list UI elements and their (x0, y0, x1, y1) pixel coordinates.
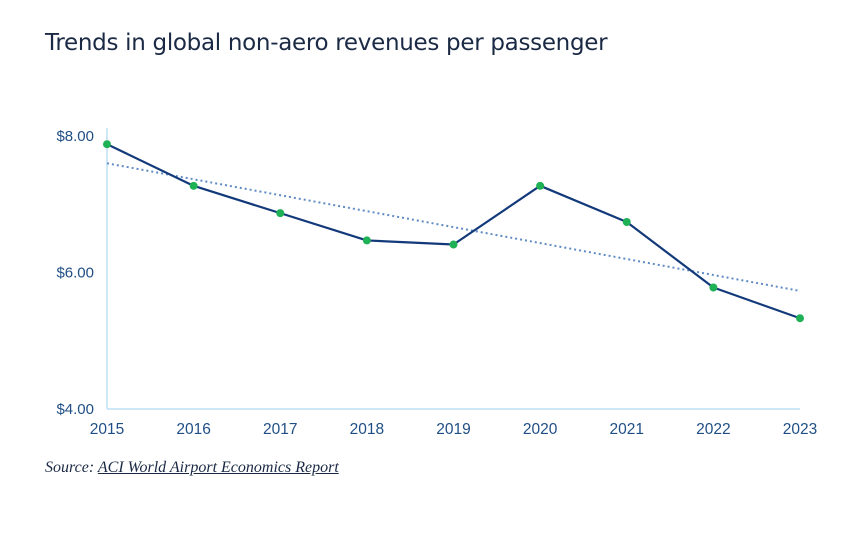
data-point-2022 (709, 283, 718, 292)
x-tick-label: 2019 (436, 421, 470, 438)
chart-title: Trends in global non-aero revenues per p… (45, 30, 608, 56)
series-line (106, 143, 801, 320)
x-tick-label: 2016 (176, 421, 210, 438)
source-note: Source: ACI World Airport Economics Repo… (45, 459, 339, 477)
x-tick-label: 2015 (90, 421, 124, 438)
x-tick-labels: 2015 2016 2017 2018 2019 2020 2021 2022 2023 (90, 421, 817, 438)
y-tick-labels: $4.00 $6.00 $8.00 (56, 128, 94, 418)
data-point-2020 (536, 181, 545, 190)
data-point-2016 (189, 181, 198, 190)
axes (106, 128, 800, 410)
source-link[interactable]: ACI World Airport Economics Report (97, 459, 339, 476)
x-tick-label: 2022 (696, 421, 730, 438)
y-tick-label: $4.00 (56, 401, 94, 418)
x-tick-label: 2021 (610, 421, 644, 438)
source-prefix: Source: (45, 459, 98, 476)
x-tick-label: 2020 (523, 421, 558, 438)
x-tick-label: 2023 (783, 421, 817, 438)
trend-line (106, 162, 801, 292)
y-tick-label: $8.00 (56, 128, 94, 145)
markers-group (103, 140, 804, 323)
data-point-2018 (362, 236, 371, 245)
data-point-2019 (449, 240, 458, 249)
data-point-2023 (796, 314, 804, 323)
x-tick-label: 2017 (263, 421, 297, 438)
trend-line-group (106, 162, 801, 292)
data-point-2015 (103, 140, 111, 149)
data-point-2017 (276, 209, 285, 218)
series-line-group (106, 143, 801, 320)
y-tick-label: $6.00 (56, 265, 94, 282)
data-point-2021 (622, 217, 631, 226)
x-tick-label: 2018 (350, 421, 384, 438)
